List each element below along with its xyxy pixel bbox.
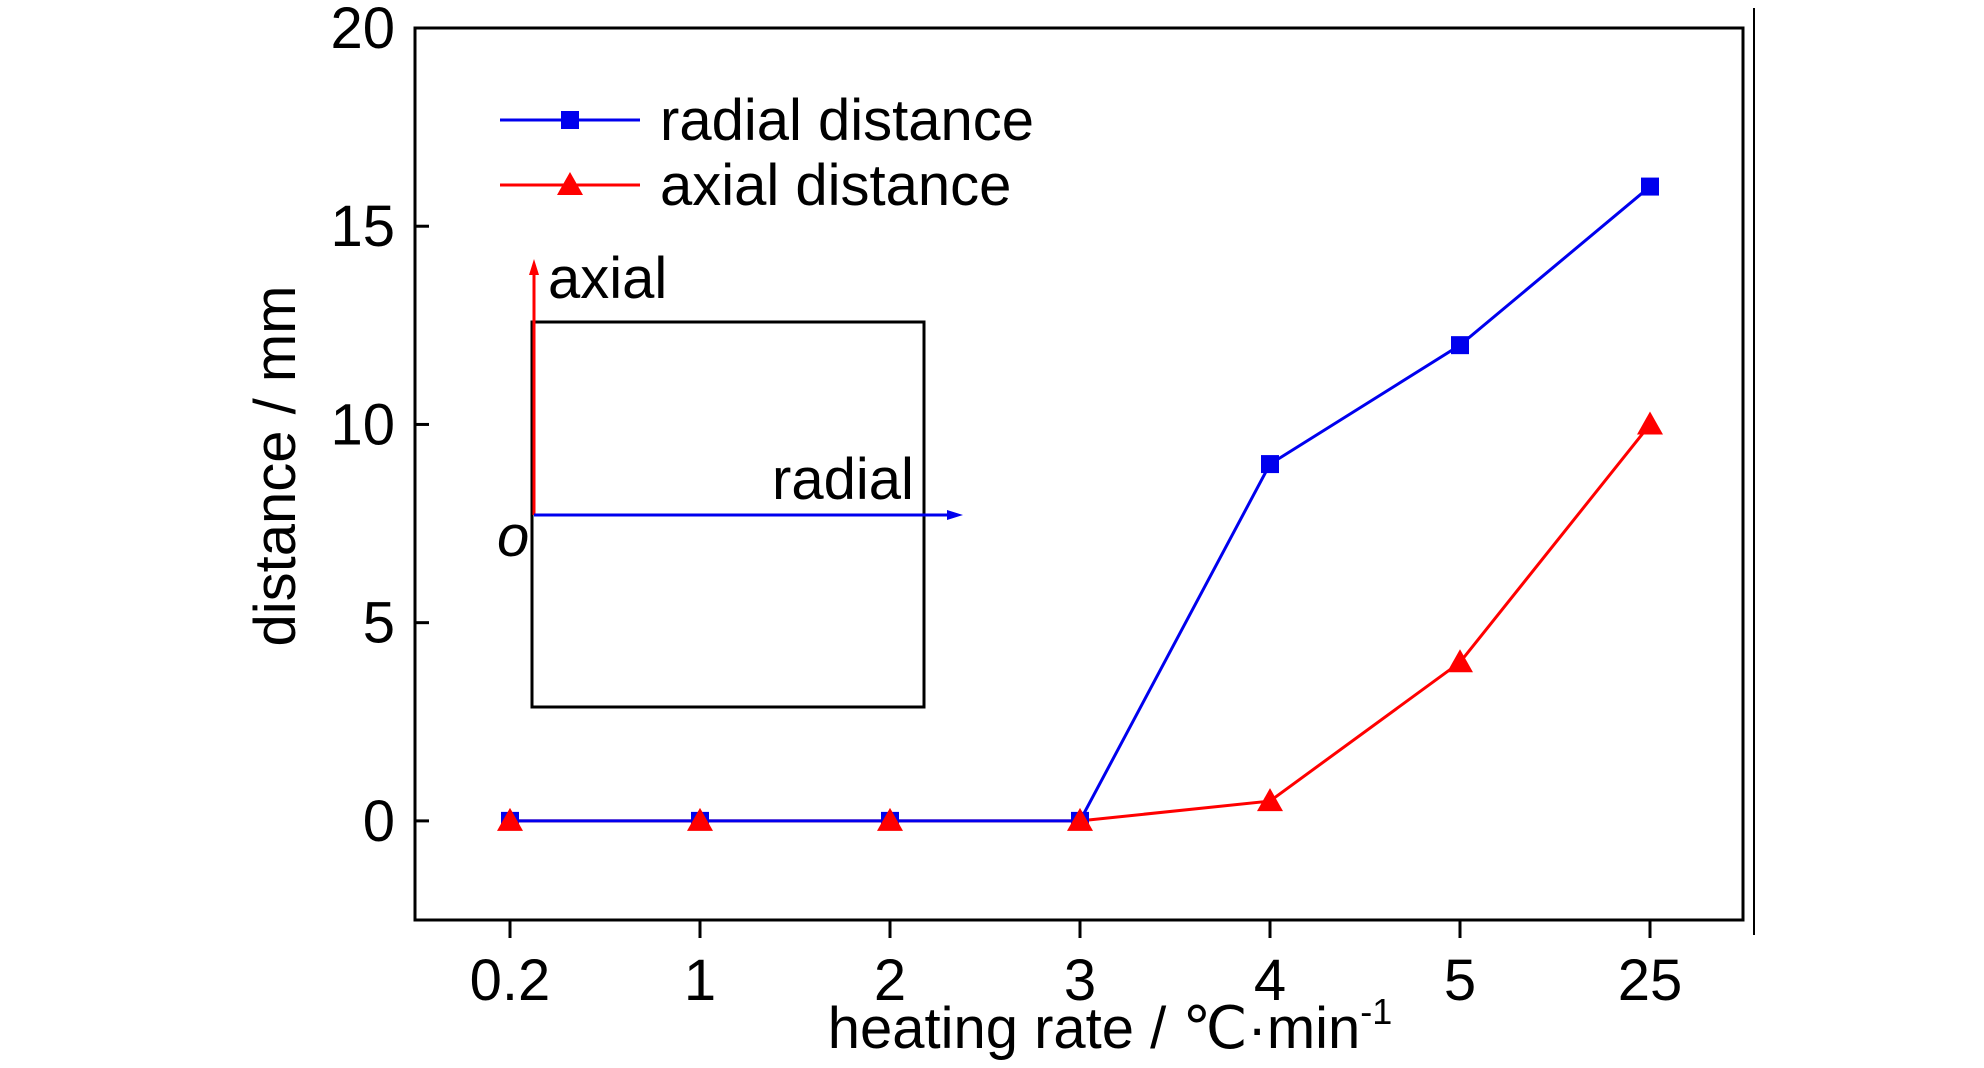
legend-marker (561, 111, 579, 129)
x-axis-title: heating rate / ℃·min-1 (828, 991, 1393, 1061)
x-tick-label: 25 (1618, 948, 1683, 1013)
x-axis-ticks: 0.2 1 2 3 4 5 25 (470, 920, 1683, 1013)
series-layer (497, 177, 1663, 831)
data-point-axial-distance (1257, 788, 1283, 812)
x-axis-title-superscript: -1 (1360, 991, 1392, 1032)
inset-radial-label: radial (772, 447, 914, 512)
data-point-axial-distance (1637, 411, 1663, 435)
x-tick-label: 1 (684, 948, 716, 1013)
data-point-axial-distance (687, 807, 713, 831)
y-axis-ticks: 0 5 10 15 20 (330, 0, 429, 854)
data-point-axial-distance (497, 807, 523, 831)
x-axis-title-main: heating rate / ℃·min (828, 996, 1361, 1061)
y-tick-label: 0 (363, 789, 395, 854)
inset-radial-arrowhead (947, 510, 963, 520)
legend-label: axial distance (660, 153, 1011, 218)
data-point-axial-distance (1447, 649, 1473, 673)
x-tick-label: 2 (874, 948, 906, 1013)
plot-frame (413, 26, 1745, 922)
y-tick-label: 5 (363, 591, 395, 656)
legend-marker (557, 172, 583, 195)
series-line-axial-distance (510, 423, 1652, 823)
x-tick-label: 0.2 (470, 948, 551, 1013)
inset-diagram: axial radial o (497, 246, 963, 709)
inset-axial-label: axial (548, 246, 667, 311)
inset-origin-label: o (497, 504, 529, 569)
data-point-radial-distance (1261, 455, 1279, 474)
data-point-radial-distance (1451, 336, 1469, 355)
x-tick-label: 4 (1254, 948, 1286, 1013)
data-point-axial-distance (1067, 807, 1093, 831)
y-tick-label: 20 (330, 0, 395, 61)
y-axis-title: distance / mm (243, 286, 308, 647)
series-line-radial-distance (510, 185, 1651, 823)
x-tick-label: 3 (1064, 948, 1096, 1013)
legend-label: radial distance (660, 88, 1034, 153)
inset-axial-arrowhead (529, 259, 539, 275)
y-tick-label: 10 (330, 392, 395, 457)
data-point-radial-distance (1641, 177, 1659, 196)
data-point-axial-distance (877, 807, 903, 831)
x-tick-label: 5 (1444, 948, 1476, 1013)
y-tick-label: 15 (330, 194, 395, 259)
